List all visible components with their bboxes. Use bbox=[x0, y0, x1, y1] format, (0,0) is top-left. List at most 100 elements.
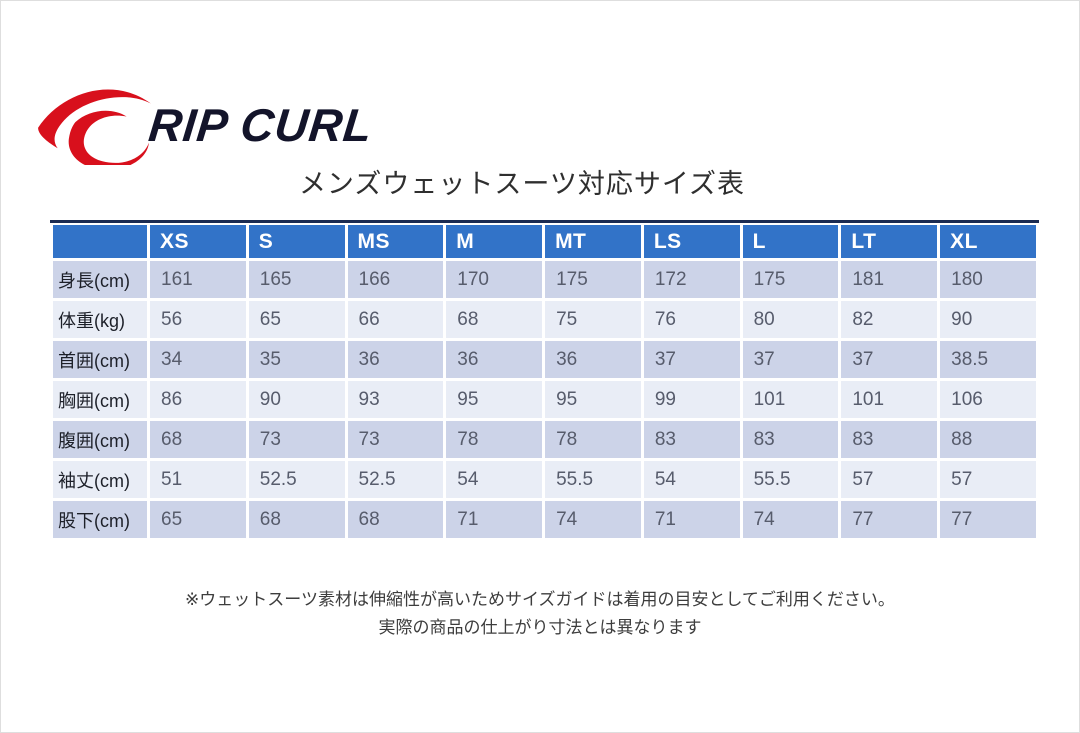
table-cell: 161 bbox=[150, 261, 246, 298]
table-row: 首囲(cm) 34 35 36 36 36 37 37 37 38.5 bbox=[53, 341, 1036, 378]
column-header-L: L bbox=[742, 225, 839, 258]
table-cell: 77 bbox=[841, 501, 938, 538]
table-cell: 37 bbox=[742, 341, 839, 378]
table-cell: 101 bbox=[742, 381, 839, 418]
row-label: 腹囲(cm) bbox=[53, 421, 147, 458]
table-cell: 83 bbox=[643, 421, 740, 458]
table-cell: 88 bbox=[940, 421, 1036, 458]
table-row: 袖丈(cm) 51 52.5 52.5 54 55.5 54 55.5 57 57 bbox=[53, 461, 1036, 498]
table-cell: 78 bbox=[545, 421, 641, 458]
table-cell: 55.5 bbox=[545, 461, 641, 498]
table-body: 身長(cm) 161 165 166 170 175 172 175 181 180 体重(kg) 5… bbox=[53, 261, 1036, 538]
table-cell: 56 bbox=[150, 301, 246, 338]
table-cell: 65 bbox=[248, 301, 345, 338]
table-row: 股下(cm) 65 68 68 71 74 71 74 77 77 bbox=[53, 501, 1036, 538]
table-row: 身長(cm) 161 165 166 170 175 172 175 181 180 bbox=[53, 261, 1036, 298]
table-cell: 172 bbox=[643, 261, 740, 298]
table-top-accent-bar bbox=[50, 220, 1039, 223]
row-label: 袖丈(cm) bbox=[53, 461, 147, 498]
table-cell: 180 bbox=[940, 261, 1036, 298]
table-cell: 106 bbox=[940, 381, 1036, 418]
table-cell: 54 bbox=[446, 461, 543, 498]
table-cell: 93 bbox=[347, 381, 444, 418]
ripcurl-swoosh-icon bbox=[38, 89, 151, 165]
table-cell: 36 bbox=[446, 341, 543, 378]
table-cell: 78 bbox=[446, 421, 543, 458]
table-header: XS S MS M MT LS L LT XL bbox=[53, 225, 1036, 258]
table-cell: 74 bbox=[742, 501, 839, 538]
table-cell: 170 bbox=[446, 261, 543, 298]
column-header-MT: MT bbox=[545, 225, 641, 258]
table-cell: 77 bbox=[940, 501, 1036, 538]
table-cell: 68 bbox=[446, 301, 543, 338]
table-cell: 66 bbox=[347, 301, 444, 338]
table-cell: 35 bbox=[248, 341, 345, 378]
table-cell: 36 bbox=[545, 341, 641, 378]
table-row: 腹囲(cm) 68 73 73 78 78 83 83 83 88 bbox=[53, 421, 1036, 458]
table-cell: 68 bbox=[248, 501, 345, 538]
row-label: 首囲(cm) bbox=[53, 341, 147, 378]
column-header-LS: LS bbox=[643, 225, 740, 258]
table-cell: 52.5 bbox=[248, 461, 345, 498]
table-cell: 37 bbox=[643, 341, 740, 378]
page-title: メンズウェットスーツ対応サイズ表 bbox=[298, 169, 746, 199]
table-cell: 82 bbox=[841, 301, 938, 338]
table-cell: 37 bbox=[841, 341, 938, 378]
size-table: XS S MS M MT LS L LT XL 身長(cm) 161 165 166 170 175 172… bbox=[50, 222, 1039, 541]
table-cell: 175 bbox=[742, 261, 839, 298]
table-cell: 181 bbox=[841, 261, 938, 298]
column-header-XL: XL bbox=[940, 225, 1036, 258]
row-label: 胸囲(cm) bbox=[53, 381, 147, 418]
table-cell: 34 bbox=[150, 341, 246, 378]
column-header-M: M bbox=[446, 225, 543, 258]
table-cell: 57 bbox=[940, 461, 1036, 498]
table-cell: 57 bbox=[841, 461, 938, 498]
column-header-LT: LT bbox=[841, 225, 938, 258]
table-cell: 54 bbox=[643, 461, 740, 498]
table-cell: 83 bbox=[841, 421, 938, 458]
column-header-MS: MS bbox=[347, 225, 444, 258]
table-cell: 75 bbox=[545, 301, 641, 338]
row-label: 股下(cm) bbox=[53, 501, 147, 538]
table-cell: 71 bbox=[446, 501, 543, 538]
table-row: 体重(kg) 56 65 66 68 75 76 80 82 90 bbox=[53, 301, 1036, 338]
table-cell: 36 bbox=[347, 341, 444, 378]
column-header-XS: XS bbox=[150, 225, 246, 258]
corner-header-cell bbox=[53, 225, 147, 258]
table-header-row: XS S MS M MT LS L LT XL bbox=[53, 225, 1036, 258]
table-cell: 99 bbox=[643, 381, 740, 418]
table-cell: 95 bbox=[446, 381, 543, 418]
table-cell: 38.5 bbox=[940, 341, 1036, 378]
table-cell: 68 bbox=[150, 421, 246, 458]
note-line-1: ※ウェットスーツ素材は伸縮性が高いためサイズガイドは着用の目安としてご利用くださ… bbox=[185, 590, 895, 609]
table-cell: 55.5 bbox=[742, 461, 839, 498]
table-cell: 165 bbox=[248, 261, 345, 298]
footnote: ※ウェットスーツ素材は伸縮性が高いためサイズガイドは着用の目安としてご利用くださ… bbox=[0, 586, 1080, 642]
table-cell: 68 bbox=[347, 501, 444, 538]
ripcurl-wordmark: RIP CURL bbox=[146, 99, 376, 151]
table-cell: 83 bbox=[742, 421, 839, 458]
table-cell: 73 bbox=[347, 421, 444, 458]
row-label: 身長(cm) bbox=[53, 261, 147, 298]
table-cell: 175 bbox=[545, 261, 641, 298]
table-cell: 73 bbox=[248, 421, 345, 458]
note-line-2: 実際の商品の仕上がり寸法とは異なります bbox=[378, 618, 702, 637]
table-cell: 52.5 bbox=[347, 461, 444, 498]
table-cell: 71 bbox=[643, 501, 740, 538]
table-cell: 51 bbox=[150, 461, 246, 498]
column-header-S: S bbox=[248, 225, 345, 258]
table-cell: 65 bbox=[150, 501, 246, 538]
table-cell: 166 bbox=[347, 261, 444, 298]
table-cell: 95 bbox=[545, 381, 641, 418]
table-cell: 74 bbox=[545, 501, 641, 538]
table-cell: 101 bbox=[841, 381, 938, 418]
row-label: 体重(kg) bbox=[53, 301, 147, 338]
table-cell: 80 bbox=[742, 301, 839, 338]
table-cell: 76 bbox=[643, 301, 740, 338]
ripcurl-logo: RIP CURL bbox=[33, 84, 376, 165]
table-cell: 90 bbox=[940, 301, 1036, 338]
table-cell: 90 bbox=[248, 381, 345, 418]
table-row: 胸囲(cm) 86 90 93 95 95 99 101 101 106 bbox=[53, 381, 1036, 418]
table-cell: 86 bbox=[150, 381, 246, 418]
